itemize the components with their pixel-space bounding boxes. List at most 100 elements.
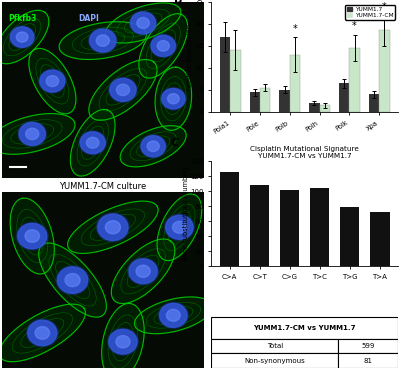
Text: C: C — [170, 138, 178, 148]
FancyBboxPatch shape — [211, 353, 338, 368]
Circle shape — [88, 28, 117, 53]
Circle shape — [40, 70, 65, 92]
Polygon shape — [111, 239, 175, 303]
Legend: YUMM1.7, YUMM1.7-CM: YUMM1.7, YUMM1.7-CM — [345, 5, 395, 20]
Text: YUMM1.7-CM vs YUMM1.7: YUMM1.7-CM vs YUMM1.7 — [254, 325, 356, 331]
Circle shape — [166, 309, 180, 321]
Text: *: * — [352, 21, 357, 31]
Polygon shape — [0, 114, 75, 154]
Circle shape — [172, 221, 186, 233]
Polygon shape — [0, 304, 86, 362]
Circle shape — [128, 258, 159, 285]
Bar — [370, 212, 390, 266]
Circle shape — [129, 11, 157, 35]
Bar — [309, 103, 320, 112]
Circle shape — [160, 87, 186, 110]
Circle shape — [96, 35, 109, 46]
Polygon shape — [105, 3, 181, 43]
Circle shape — [58, 267, 88, 293]
Text: Total: Total — [267, 343, 283, 349]
Circle shape — [158, 302, 188, 329]
Circle shape — [137, 17, 149, 28]
Text: Pfkfb3: Pfkfb3 — [8, 14, 36, 23]
Circle shape — [141, 136, 165, 157]
Text: 81: 81 — [364, 357, 373, 363]
Circle shape — [129, 259, 157, 284]
Circle shape — [19, 122, 45, 145]
Circle shape — [9, 26, 35, 48]
Bar — [379, 30, 390, 112]
Bar — [230, 50, 241, 112]
Polygon shape — [29, 48, 76, 114]
Circle shape — [28, 320, 57, 346]
Circle shape — [109, 329, 137, 354]
FancyBboxPatch shape — [211, 317, 398, 339]
Circle shape — [157, 41, 169, 51]
Text: 599: 599 — [362, 343, 375, 349]
Circle shape — [166, 215, 193, 239]
FancyBboxPatch shape — [338, 353, 398, 368]
Polygon shape — [120, 126, 186, 167]
Text: DAPI: DAPI — [79, 14, 100, 23]
Title: Cisplatin Mutational Signature
YUMM1.7-CM vs YUMM1.7: Cisplatin Mutational Signature YUMM1.7-C… — [250, 146, 359, 159]
Circle shape — [164, 214, 194, 240]
Polygon shape — [139, 14, 188, 78]
FancyBboxPatch shape — [338, 339, 398, 353]
Circle shape — [56, 266, 89, 295]
Circle shape — [98, 214, 128, 240]
Polygon shape — [59, 22, 146, 60]
Bar — [220, 37, 230, 112]
Polygon shape — [70, 110, 115, 176]
Y-axis label: relative expression: relative expression — [187, 24, 193, 90]
Bar — [279, 90, 290, 112]
Y-axis label: Base substitutions (number): Base substitutions (number) — [182, 166, 189, 261]
Circle shape — [86, 137, 99, 148]
Title: YUMM1.7 culture: YUMM1.7 culture — [67, 0, 138, 1]
Circle shape — [10, 27, 34, 47]
Circle shape — [110, 78, 136, 101]
Circle shape — [18, 223, 47, 249]
Circle shape — [16, 222, 48, 250]
Circle shape — [16, 32, 28, 42]
Circle shape — [96, 213, 130, 242]
Text: A: A — [0, 0, 4, 1]
Polygon shape — [89, 60, 157, 120]
Circle shape — [35, 327, 50, 339]
Circle shape — [116, 336, 130, 348]
FancyBboxPatch shape — [211, 339, 338, 353]
Circle shape — [26, 319, 58, 347]
Circle shape — [108, 77, 137, 102]
Bar — [369, 94, 379, 112]
Text: B: B — [174, 0, 182, 5]
Circle shape — [90, 29, 116, 52]
Bar — [340, 207, 360, 266]
Polygon shape — [155, 67, 192, 130]
Circle shape — [147, 141, 159, 152]
Circle shape — [105, 221, 120, 234]
Circle shape — [162, 88, 185, 109]
Circle shape — [79, 131, 106, 155]
Polygon shape — [68, 201, 158, 253]
Bar — [290, 55, 300, 112]
Circle shape — [116, 84, 130, 95]
Polygon shape — [102, 303, 144, 370]
Polygon shape — [10, 198, 54, 274]
Bar — [250, 92, 260, 112]
Circle shape — [108, 328, 138, 355]
Circle shape — [39, 69, 66, 93]
Bar — [339, 83, 349, 112]
Polygon shape — [157, 194, 202, 260]
Bar — [260, 88, 270, 112]
Bar — [250, 185, 269, 266]
Text: *: * — [293, 24, 297, 34]
Text: Non-synonymous: Non-synonymous — [244, 357, 305, 363]
Circle shape — [168, 94, 179, 104]
Circle shape — [80, 132, 105, 154]
Circle shape — [65, 273, 80, 287]
Title: YUMM1.7-CM culture: YUMM1.7-CM culture — [59, 182, 146, 191]
Bar — [220, 172, 239, 266]
Bar — [320, 105, 330, 112]
Circle shape — [18, 121, 47, 147]
Circle shape — [26, 128, 39, 139]
Polygon shape — [39, 243, 106, 317]
